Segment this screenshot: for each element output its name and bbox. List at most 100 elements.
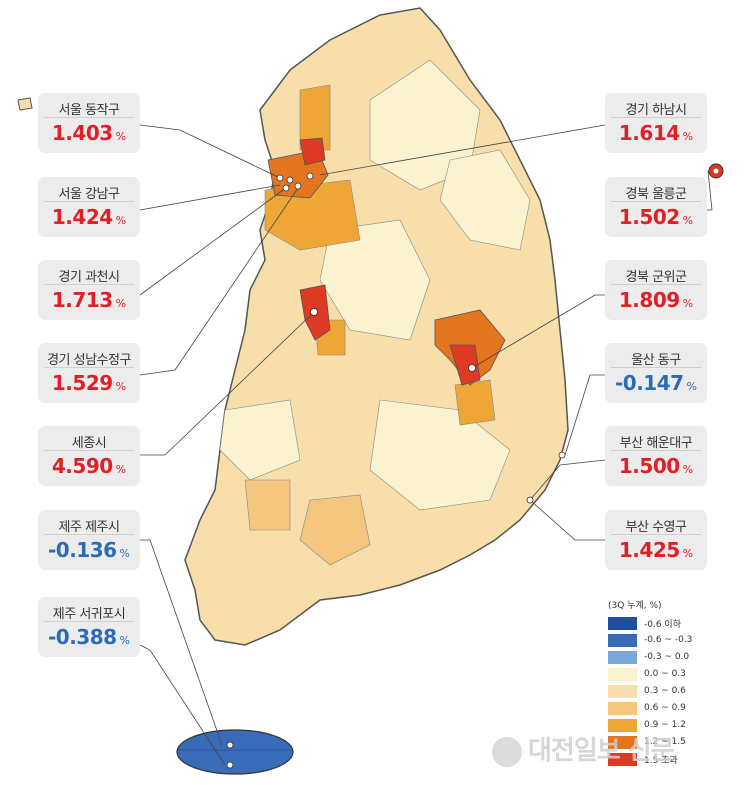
region-medium-southcoast <box>299 494 371 566</box>
legend-title: (3Q 누계, %) <box>608 601 662 611</box>
region-medium-daegu <box>454 379 496 426</box>
jeju-city-marker <box>226 741 234 749</box>
label-card-sejong: 세종시 4.590% <box>38 426 140 486</box>
label-name: 경기 과천시 <box>58 270 120 285</box>
legend-label: 0.3 ~ 0.6 <box>644 686 686 696</box>
location-markers <box>276 172 566 504</box>
legend-label: 0.9 ~ 1.2 <box>644 720 686 730</box>
label-unit: % <box>115 380 127 393</box>
ulleung-marker <box>713 168 719 174</box>
label-card-gunwi: 경북 군위군 1.809% <box>605 260 707 320</box>
label-card-ulleung: 경북 울릉군 1.502% <box>605 177 707 237</box>
island-jeju <box>176 729 294 775</box>
legend-label: -0.6 ~ -0.3 <box>644 635 693 645</box>
seogwipo-marker <box>226 761 234 769</box>
label-name: 경기 성남수정구 <box>47 353 131 368</box>
label-value: 1.809 <box>618 288 680 312</box>
region-pale-central <box>319 219 431 341</box>
label-name: 부산 해운대구 <box>619 436 693 451</box>
label-value: -0.136 <box>47 538 117 562</box>
legend-label: 0.0 ~ 0.3 <box>644 669 686 679</box>
island-northwest <box>17 97 33 111</box>
label-name: 서울 동작구 <box>58 103 120 118</box>
legend-row: 0.6 ~ 0.9 <box>608 700 708 716</box>
label-unit: % <box>115 130 127 143</box>
label-name: 세종시 <box>71 436 107 451</box>
label-unit: % <box>682 547 694 560</box>
label-name: 서울 강남구 <box>58 187 120 202</box>
label-unit: % <box>115 297 127 310</box>
label-value: -0.147 <box>614 371 684 395</box>
legend-row: 1.2 ~ 1.5 <box>608 734 708 750</box>
region-medium-west <box>244 479 291 531</box>
label-name: 부산 수영구 <box>625 520 687 535</box>
legend-row: 1.5 초과 <box>608 751 708 767</box>
label-value: 1.403 <box>51 121 113 145</box>
map-legend: (3Q 누계, %) -0.6 이하 -0.6 ~ -0.3 -0.3 ~ 0.… <box>608 598 708 768</box>
legend-label: 0.6 ~ 0.9 <box>644 703 686 713</box>
label-card-suyeong: 부산 수영구 1.425% <box>605 510 707 570</box>
label-name: 경북 울릉군 <box>625 187 687 202</box>
label-name: 경기 하남시 <box>625 103 687 118</box>
label-unit: % <box>115 214 127 227</box>
label-value: 1.424 <box>51 205 113 229</box>
region-medium-capital <box>264 179 361 251</box>
label-name: 제주 제주시 <box>58 520 120 535</box>
label-name: 제주 서귀포시 <box>52 607 126 622</box>
label-name: 경북 군위군 <box>625 270 687 285</box>
legend-swatch <box>608 616 637 630</box>
label-name: 울산 동구 <box>631 353 681 368</box>
legend-label: 1.2 ~ 1.5 <box>644 737 686 747</box>
label-unit: % <box>686 380 697 393</box>
label-unit: % <box>119 547 130 560</box>
label-value: -0.388 <box>47 625 117 649</box>
legend-label: -0.6 이하 <box>644 619 681 630</box>
region-medium-north <box>299 84 331 151</box>
label-value: 1.425 <box>618 538 680 562</box>
label-value: 1.713 <box>51 288 113 312</box>
region-hanam <box>299 137 326 166</box>
label-unit: % <box>682 214 694 227</box>
legend-swatch <box>608 684 637 698</box>
label-unit: % <box>682 463 694 476</box>
legend-row: 0.0 ~ 0.3 <box>608 666 708 682</box>
region-pale-east <box>439 149 531 251</box>
legend-swatch <box>608 752 637 766</box>
label-card-jeju-city: 제주 제주시 -0.136% <box>38 510 140 570</box>
legend-swatch <box>608 718 637 732</box>
label-card-gangnam: 서울 강남구 1.424% <box>38 177 140 237</box>
legend-row: 0.9 ~ 1.2 <box>608 717 708 733</box>
legend-swatch <box>608 667 637 681</box>
label-value: 1.502 <box>618 205 680 229</box>
label-unit: % <box>115 463 127 476</box>
newspaper-logo-icon <box>492 736 522 767</box>
legend-swatch <box>608 735 637 749</box>
connector-lines <box>139 124 713 766</box>
watermark-text: 대전일보 신문 <box>528 736 675 766</box>
label-card-ulsan-donggu: 울산 동구 -0.147% <box>605 343 707 403</box>
label-card-gwacheon: 경기 과천시 1.713% <box>38 260 140 320</box>
legend-swatch <box>608 633 637 647</box>
label-unit: % <box>119 634 130 647</box>
region-gunwi-core <box>449 344 481 386</box>
legend-row: -0.6 ~ -0.3 <box>608 632 708 648</box>
label-value: 4.590 <box>51 454 113 478</box>
region-pale-southwest <box>219 399 301 481</box>
label-card-hanam: 경기 하남시 1.614% <box>605 93 707 153</box>
legend-row: -0.3 ~ 0.0 <box>608 649 708 665</box>
label-unit: % <box>682 130 694 143</box>
legend-label: 1.5 초과 <box>644 755 678 766</box>
legend-row: -0.6 이하 <box>608 615 708 631</box>
label-unit: % <box>682 297 694 310</box>
legend-swatch <box>608 701 637 715</box>
newspaper-watermark: 대전일보 신문 <box>492 730 675 767</box>
label-card-seongnam-sujeong: 경기 성남수정구 1.529% <box>38 343 140 403</box>
legend-label: -0.3 ~ 0.0 <box>644 652 690 662</box>
label-card-haeundae: 부산 해운대구 1.500% <box>605 426 707 486</box>
label-card-dongjak: 서울 동작구 1.403% <box>38 93 140 153</box>
label-value: 1.529 <box>51 371 113 395</box>
legend-row: 0.3 ~ 0.6 <box>608 683 708 699</box>
legend-swatch <box>608 650 637 664</box>
label-value: 1.614 <box>618 121 680 145</box>
